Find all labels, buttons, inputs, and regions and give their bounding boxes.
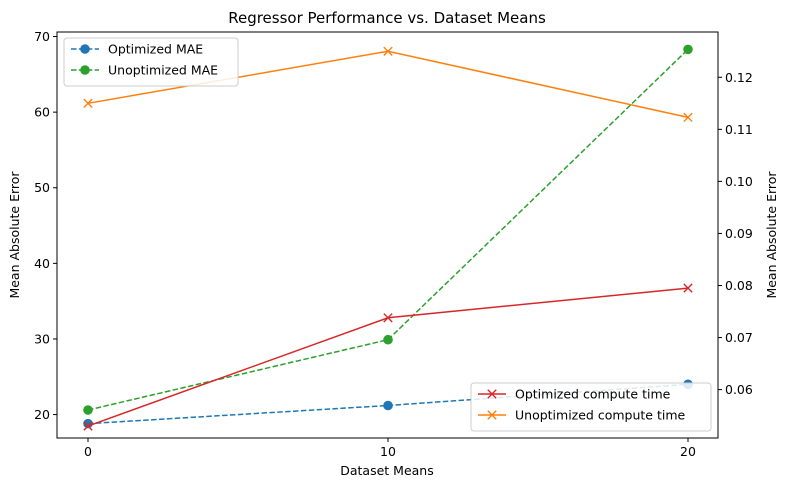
legend-marker (80, 65, 90, 75)
left-y-tick-label: 50 (34, 180, 50, 195)
left-y-tick-label: 20 (34, 407, 50, 422)
legend-label: Optimized compute time (515, 387, 671, 402)
right-y-tick-label: 0.06 (725, 382, 753, 397)
series-optimized-compute-time (83, 283, 693, 431)
legend-label: Unoptimized compute time (515, 408, 686, 423)
legend-box (63, 37, 239, 87)
left-y-axis-title: Mean Absolute Error (7, 171, 22, 299)
plot-frame (56, 31, 719, 439)
data-point-unoptimized-compute-time (383, 46, 393, 56)
data-point-optimized-compute-time (683, 283, 693, 293)
x-tick-label: 10 (380, 444, 396, 459)
left-y-tick-label: 30 (34, 331, 50, 346)
data-point-unoptimized-mae (383, 334, 393, 345)
data-point-unoptimized-compute-time (83, 98, 93, 109)
plot-area (83, 44, 693, 431)
x-tick-label: 0 (84, 444, 92, 459)
x-tick-label: 20 (680, 444, 696, 459)
data-point-optimized-compute-time (383, 313, 393, 323)
series-unoptimized-mae (83, 44, 693, 415)
right-y-tick-label: 0.12 (725, 70, 753, 85)
data-point-optimized-mae (383, 400, 393, 411)
right-y-tick-label: 0.11 (725, 122, 753, 137)
legend-box (470, 382, 712, 432)
data-point-unoptimized-mae (683, 44, 693, 55)
legend-marker (487, 389, 497, 399)
chart-title: Regressor Performance vs. Dataset Means (228, 9, 546, 27)
data-point-unoptimized-mae (83, 405, 93, 415)
legend-marker (80, 44, 90, 54)
data-point-optimized-compute-time (83, 421, 93, 431)
x-axis-title: Dataset Means (340, 463, 434, 478)
axis-ticks: 0 10 20 20 30 40 50 60 70 0.06 0.07 0.08 0.09 0.10 0.1… (34, 29, 753, 459)
left-y-tick-label: 60 (34, 105, 50, 120)
legend-marker (487, 410, 497, 420)
left-y-tick-label: 40 (34, 256, 50, 271)
legend-label: Optimized MAE (108, 42, 203, 57)
data-point-unoptimized-compute-time (683, 112, 693, 123)
series-line-unoptimized-mae (87, 48, 689, 411)
right-y-axis-title: Mean Absolute Error (764, 171, 779, 299)
legend-mae: Optimized MAE Unoptimized MAE (63, 37, 239, 87)
left-y-tick-label: 70 (34, 29, 50, 44)
right-y-tick-label: 0.10 (725, 174, 753, 189)
right-y-tick-label: 0.09 (725, 226, 753, 241)
legend-label: Unoptimized MAE (108, 63, 218, 78)
legend-compute-time: Optimized compute time Unoptimized comput… (470, 382, 712, 432)
right-y-tick-label: 0.08 (725, 278, 753, 293)
right-y-tick-label: 0.07 (725, 330, 753, 345)
